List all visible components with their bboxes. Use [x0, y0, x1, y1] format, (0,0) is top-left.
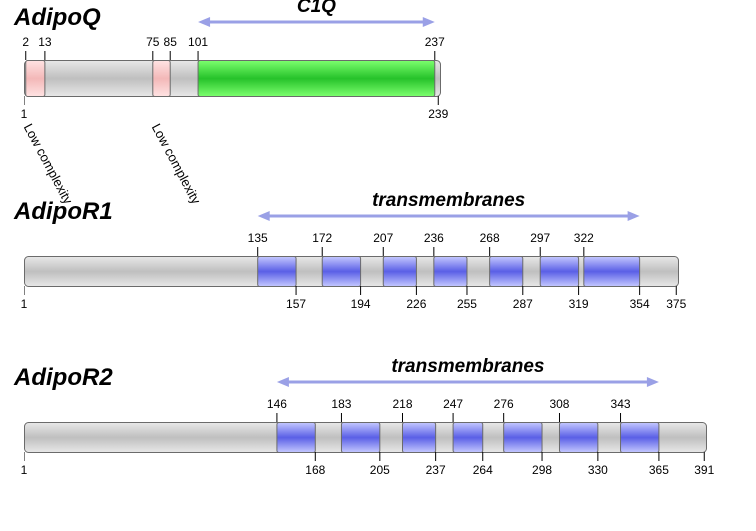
domain-tm [504, 423, 542, 453]
tick-label-bottom: 226 [406, 297, 426, 311]
region-label: transmembranes [258, 190, 640, 212]
tick-label-bottom: 391 [694, 463, 714, 477]
domain-tm [453, 423, 483, 453]
tick-label-top: 135 [248, 231, 268, 245]
tick-label-top: 236 [424, 231, 444, 245]
domain-tm [559, 423, 597, 453]
tick-label-bottom: 194 [351, 297, 371, 311]
tick-label-top: 13 [38, 35, 51, 49]
domain-tm [434, 257, 467, 287]
region-label: C1Q [198, 0, 435, 18]
tick-label-top: 183 [331, 397, 351, 411]
tick-label-top: 101 [188, 35, 208, 49]
tick-label-bottom: 1 [21, 463, 28, 477]
tick-label-bottom: 354 [630, 297, 650, 311]
protein-bar [24, 245, 680, 297]
tick-label-top: 237 [425, 35, 445, 49]
domain-tm [621, 423, 659, 453]
tick-label-top: 322 [574, 231, 594, 245]
tick-label-bottom: 319 [569, 297, 589, 311]
tick-label-bottom: 330 [588, 463, 608, 477]
tick-label-top: 218 [392, 397, 412, 411]
protein-bar [24, 411, 708, 463]
domain-tm [403, 423, 436, 453]
tick-label-bottom: 365 [649, 463, 669, 477]
domain-c1q [198, 61, 435, 97]
tick-label-top: 268 [480, 231, 500, 245]
domain-tm [258, 257, 296, 287]
domain-tm [277, 423, 315, 453]
tick-label-bottom: 168 [305, 463, 325, 477]
domain-tm [341, 423, 379, 453]
tick-label-bottom: 375 [666, 297, 686, 311]
domain-low [26, 61, 45, 97]
tick-label-top: 172 [312, 231, 332, 245]
tick-label-top: 146 [267, 397, 287, 411]
tick-label-bottom: 205 [370, 463, 390, 477]
tick-label-bottom: 264 [473, 463, 493, 477]
domain-tm [322, 257, 360, 287]
tick-label-bottom: 1 [21, 297, 28, 311]
domain-tm [540, 257, 578, 287]
domain-tm [383, 257, 416, 287]
tick-label-top: 2 [22, 35, 29, 49]
tick-label-top: 207 [373, 231, 393, 245]
tick-label-bottom: 298 [532, 463, 552, 477]
region-label: transmembranes [277, 356, 659, 378]
tick-label-top: 247 [443, 397, 463, 411]
tick-label-bottom: 239 [428, 107, 448, 121]
protein-bar [24, 49, 442, 107]
tick-label-bottom: 157 [286, 297, 306, 311]
tick-label-top: 85 [164, 35, 177, 49]
tick-label-top: 343 [611, 397, 631, 411]
low-complexity-label: Low complexity [21, 121, 76, 207]
low-complexity-label: Low complexity [148, 121, 203, 207]
tick-label-top: 297 [530, 231, 550, 245]
tick-label-top: 308 [549, 397, 569, 411]
domain-tm [584, 257, 640, 287]
tick-label-bottom: 237 [426, 463, 446, 477]
tick-label-top: 75 [146, 35, 159, 49]
domain-tm [490, 257, 523, 287]
tick-label-bottom: 1 [21, 107, 28, 121]
tick-label-bottom: 287 [513, 297, 533, 311]
domain-low [153, 61, 170, 97]
tick-label-bottom: 255 [457, 297, 477, 311]
tick-label-top: 276 [494, 397, 514, 411]
